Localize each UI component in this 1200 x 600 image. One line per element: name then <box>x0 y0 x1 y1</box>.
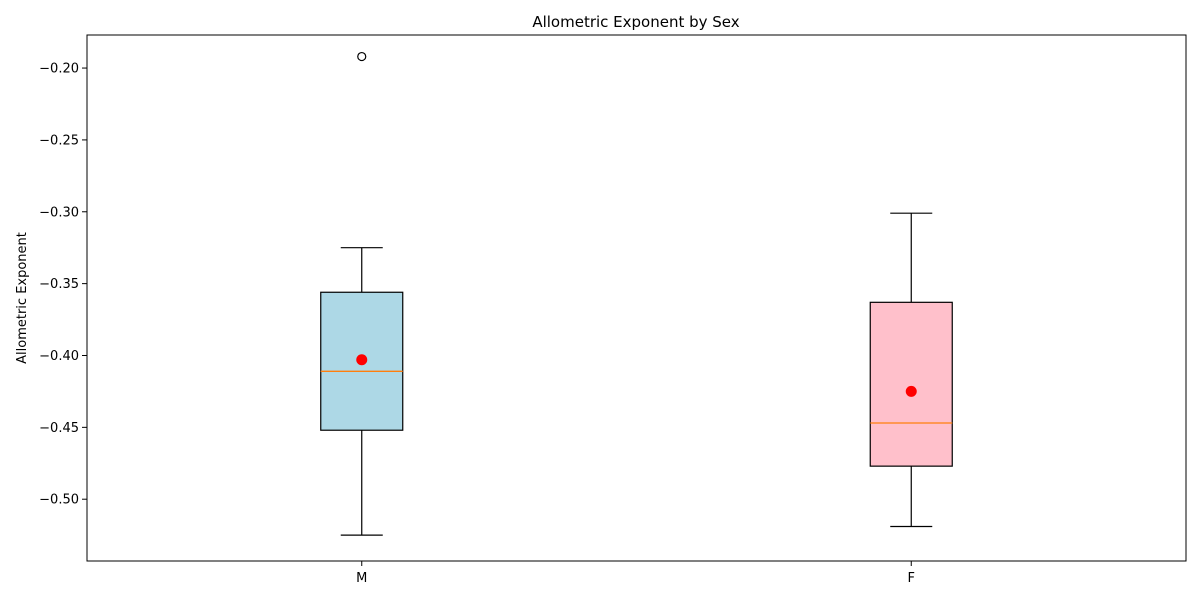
plot-area: −0.50 −0.45 −0.40 −0.35 −0.30 −0.25 −0.20 M F <box>39 34 1187 586</box>
x-tick-label: F <box>908 571 915 586</box>
y-tick-label: −0.30 <box>39 205 79 220</box>
y-tick-label: −0.35 <box>39 277 79 292</box>
y-tick-label: −0.45 <box>39 421 79 436</box>
plot-frame <box>86 34 1187 562</box>
mean-marker <box>356 354 368 366</box>
outlier-point <box>357 51 367 62</box>
y-axis-label: Allometric Exponent <box>15 232 30 364</box>
y-tick-label: −0.25 <box>39 133 79 148</box>
chart-title: Allometric Exponent by Sex <box>532 13 739 31</box>
y-tick-label: −0.50 <box>39 493 79 508</box>
y-tick-label: −0.20 <box>39 62 79 77</box>
mean-marker <box>905 385 917 397</box>
x-tick-label: M <box>356 571 367 586</box>
box-F <box>869 301 953 467</box>
y-tick-label: −0.40 <box>39 349 79 364</box>
